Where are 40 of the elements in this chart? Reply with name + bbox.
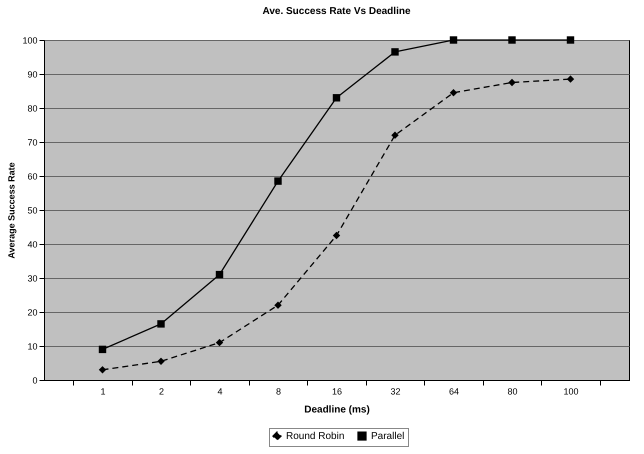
- x-tick-label: 16: [332, 386, 342, 396]
- y-tick-label: 50: [27, 206, 38, 216]
- point: [332, 94, 340, 102]
- point: [157, 320, 165, 328]
- point: [98, 366, 106, 374]
- point: [216, 338, 224, 346]
- x-tick-label: 80: [507, 386, 518, 396]
- x-tick-label: 1: [100, 386, 106, 396]
- y-tick-label: 100: [22, 36, 38, 46]
- y-tick-label: 0: [32, 376, 38, 386]
- chart-title: Ave. Success Rate Vs Deadline: [262, 6, 411, 17]
- point: [157, 358, 165, 366]
- x-tick-label: 32: [390, 386, 401, 396]
- legend-label: Parallel: [371, 431, 404, 442]
- y-tick-label: 80: [27, 104, 38, 114]
- point: [391, 48, 399, 56]
- x-tick-label: 64: [448, 386, 460, 396]
- point: [566, 75, 574, 83]
- x-tick-label: 4: [217, 386, 223, 396]
- point: [391, 131, 399, 139]
- y-tick-label: 10: [27, 342, 38, 352]
- y-tick-label: 60: [27, 172, 38, 182]
- y-tick-label: 20: [27, 308, 38, 318]
- point: [98, 346, 106, 354]
- point: [450, 88, 458, 96]
- x-axis-title: Deadline (ms): [304, 404, 370, 416]
- point: [274, 177, 282, 185]
- point: [274, 301, 282, 309]
- legend-label: Round Robin: [286, 431, 344, 442]
- y-tick-label: 70: [27, 138, 38, 148]
- x-tick-label: 8: [276, 386, 282, 396]
- point: [216, 270, 224, 278]
- y-tick-label: 30: [27, 274, 38, 284]
- x-tick-label: 2: [158, 386, 164, 396]
- y-axis-title: Average Success Rate: [6, 162, 16, 259]
- x-tick-label: 100: [563, 386, 579, 396]
- point: [508, 78, 516, 86]
- y-tick-label: 90: [27, 70, 38, 80]
- y-tick-label: 40: [27, 240, 38, 250]
- point: [332, 232, 340, 240]
